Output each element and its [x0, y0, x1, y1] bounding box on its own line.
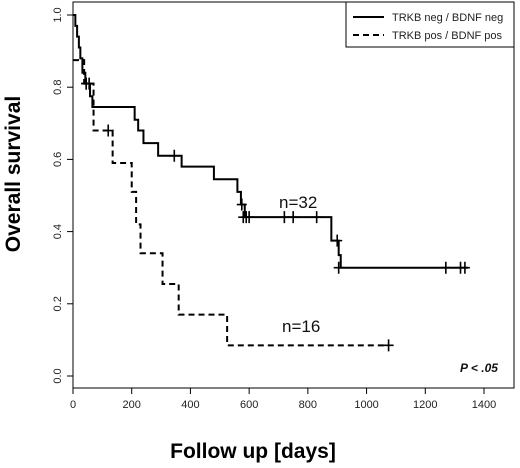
y-axis-title: Overall survival	[2, 96, 25, 252]
legend-label-series-1: TRKB neg / BDNF neg	[392, 12, 503, 24]
x-axis: 0 200 400 600 800 1000 1200 1400	[70, 388, 496, 411]
x-tick-label: 400	[181, 399, 199, 411]
series-1-censor-mark	[279, 211, 290, 224]
series-1-censor-mark	[169, 149, 180, 162]
series-2-censor-mark	[103, 124, 114, 137]
x-tick-label: 0	[70, 399, 76, 411]
y-tick-label: 0.2	[52, 296, 64, 311]
x-tick-label: 200	[123, 399, 141, 411]
x-tick-label: 1200	[413, 399, 437, 411]
x-tick-label: 1000	[354, 399, 378, 411]
x-axis-title: Follow up [days]	[170, 440, 336, 463]
series-1-censor-mark	[333, 261, 344, 274]
x-tick-label: 600	[240, 399, 258, 411]
series-1-censor-mark	[288, 211, 299, 224]
series-1-count-label: n=32	[279, 193, 317, 212]
plot-frame	[72, 1, 515, 389]
legend: TRKB neg / BDNF neg TRKB pos / BDNF pos	[345, 1, 515, 48]
series-layer	[73, 14, 470, 352]
series-2-count-label: n=16	[282, 317, 320, 336]
legend-box	[345, 1, 515, 48]
series-1-censor-mark	[459, 261, 470, 274]
series-1-censor-mark	[244, 211, 255, 224]
p-value-annotation: P < .05	[460, 361, 498, 375]
series-1-curve	[73, 14, 468, 269]
y-tick-label: 1.0	[52, 7, 64, 22]
series-1-censor-mark	[440, 261, 451, 274]
series-2-censor-mark	[81, 77, 92, 90]
y-tick-label: 0.0	[52, 368, 64, 383]
y-tick-label: 0.6	[52, 152, 64, 167]
legend-label-series-2: TRKB pos / BDNF pos	[392, 30, 503, 42]
y-tick-label: 0.8	[52, 80, 64, 95]
y-axis: 0.0 0.2 0.4 0.6 0.8 1.0	[52, 7, 73, 384]
series-1-censor-mark	[332, 234, 343, 247]
series-1-censor-mark	[311, 211, 322, 224]
x-tick-label: 1400	[472, 399, 496, 411]
y-tick-label: 0.4	[52, 224, 64, 239]
x-tick-label: 800	[299, 399, 317, 411]
series-2-curve	[73, 59, 389, 347]
series-1-censor-mark	[236, 198, 247, 211]
series-2-censor-mark	[383, 339, 394, 352]
